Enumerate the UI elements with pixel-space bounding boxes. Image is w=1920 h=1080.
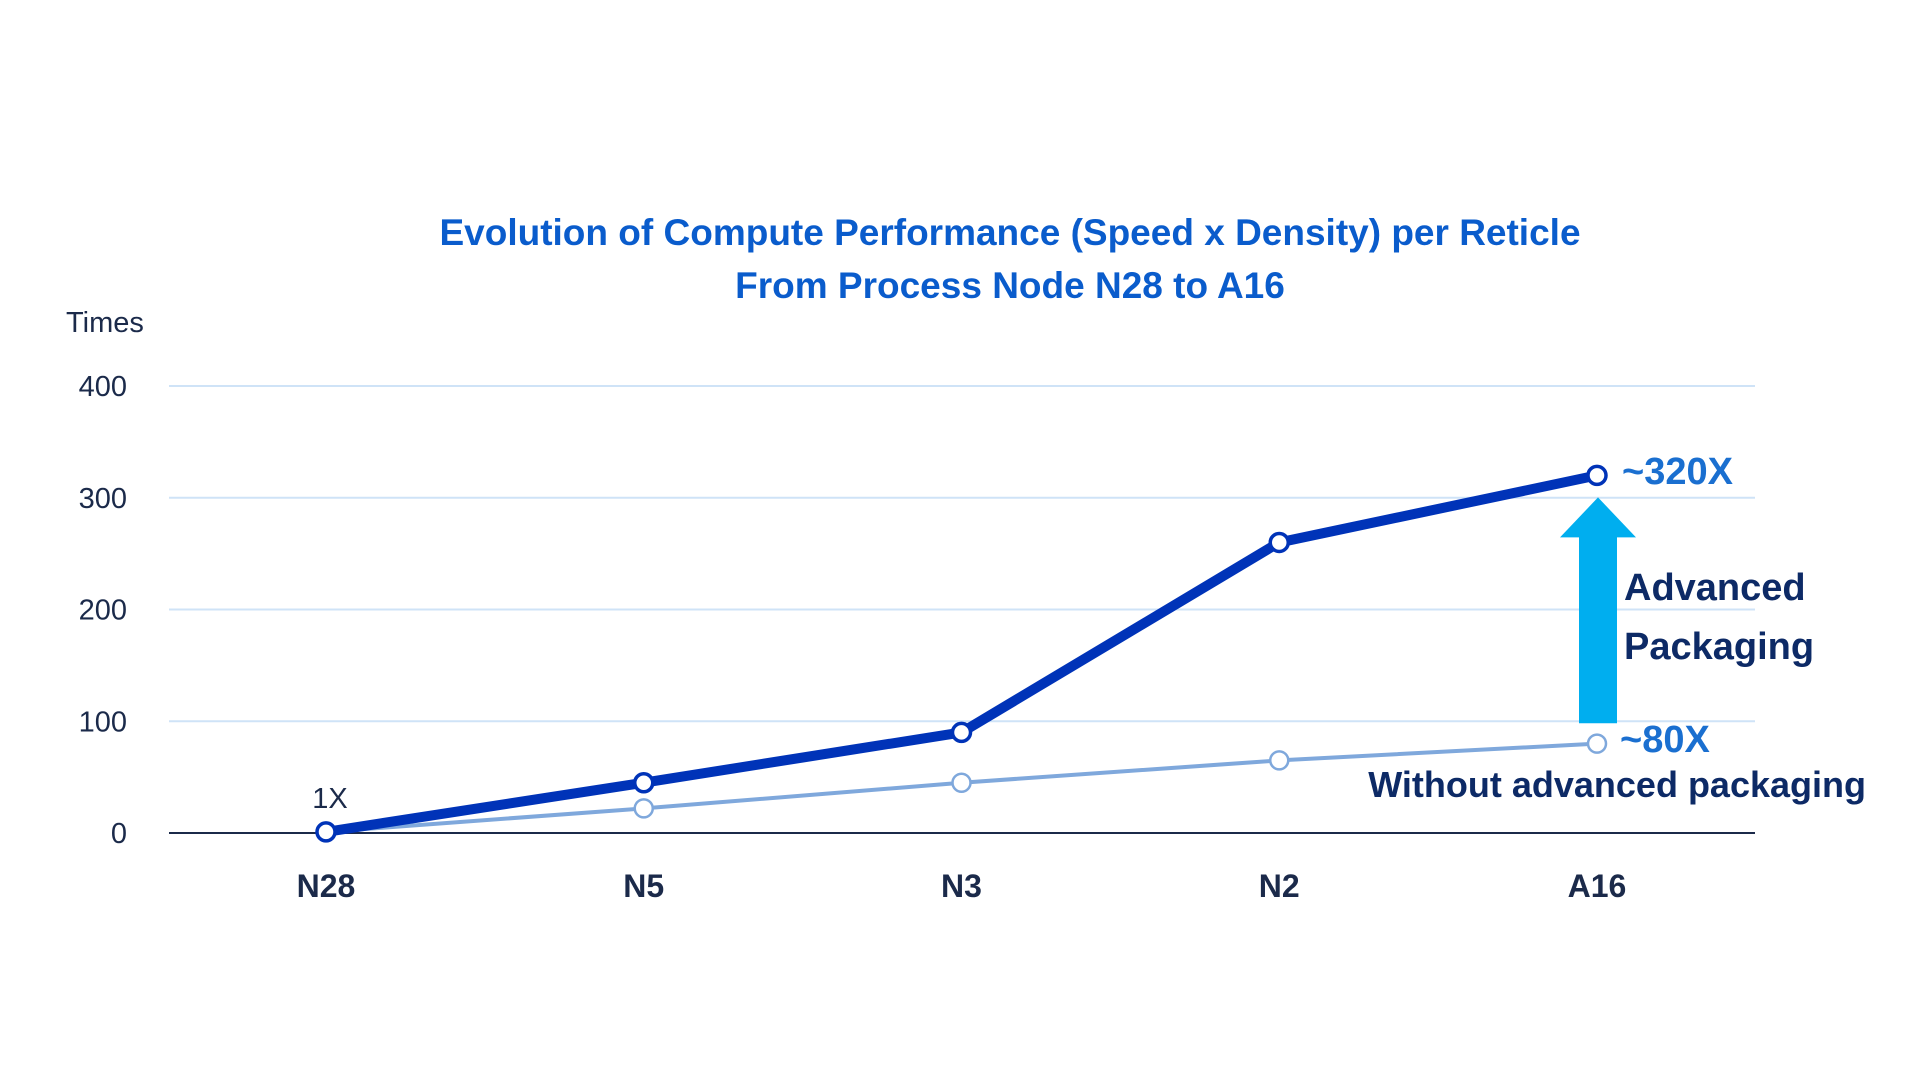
arrow-head xyxy=(1560,497,1636,538)
x-tick-label: N2 xyxy=(1259,868,1300,904)
chart-title: Evolution of Compute Performance (Speed … xyxy=(439,212,1580,253)
advanced-packaging-arrow xyxy=(1560,497,1636,724)
chart-subtitle: From Process Node N28 to A16 xyxy=(735,265,1285,306)
y-tick-label: 0 xyxy=(111,818,127,850)
y-tick-label: 300 xyxy=(79,483,127,515)
data-point-with xyxy=(950,721,973,744)
top-value-label: ~320X xyxy=(1622,451,1734,493)
x-tick-label: N5 xyxy=(623,868,664,904)
data-point-with xyxy=(633,771,655,794)
start-label: 1X xyxy=(312,783,347,815)
data-point-without xyxy=(1269,750,1290,771)
data-point-without xyxy=(951,772,972,793)
data-point-with xyxy=(1268,531,1290,554)
bottom-value-label: ~80X xyxy=(1620,719,1710,761)
arrow-label-line2: Packaging xyxy=(1624,626,1814,668)
data-point-with xyxy=(315,821,337,843)
data-point-without xyxy=(1586,733,1608,754)
y-tick-label: 100 xyxy=(79,706,127,738)
arrow-label-line1: Advanced xyxy=(1624,567,1806,609)
data-point-with xyxy=(1586,464,1608,487)
x-tick-label: A16 xyxy=(1568,868,1627,904)
y-axis-label: Times xyxy=(66,307,144,339)
arrow-shaft xyxy=(1579,535,1617,724)
y-tick-label: 400 xyxy=(79,371,127,403)
x-tick-label: N28 xyxy=(297,868,356,904)
y-tick-label: 200 xyxy=(79,595,127,627)
data-point-without xyxy=(633,798,654,819)
x-tick-label: N3 xyxy=(941,868,982,904)
without-label: Without advanced packaging xyxy=(1368,764,1866,805)
